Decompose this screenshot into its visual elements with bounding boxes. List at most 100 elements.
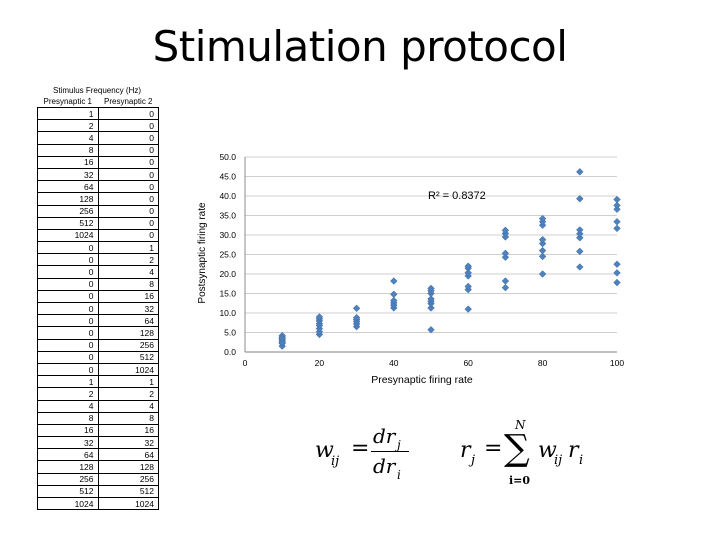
x-tick-label: 20	[315, 358, 325, 368]
table-row: 0 32	[37, 301, 159, 316]
data-point	[613, 201, 621, 210]
data-point	[464, 262, 472, 270]
y-tick-label: 50.0	[219, 152, 236, 162]
data-point	[613, 260, 621, 269]
data-point	[538, 235, 547, 244]
x-tick-label: 40	[389, 358, 399, 368]
y-tick-labels: 0.0 5.0 10.0 15.0 20.0 25.0 30.0 35.0 40.0 45.0 50…	[219, 152, 236, 357]
chart-axes	[244, 157, 617, 353]
data-point	[501, 277, 510, 285]
y-tick-label: 10.0	[219, 308, 236, 318]
stimulus-frequency-table: Presynaptic 1 Presynaptic 2 1 0 2 0 4 0 8 0 16 0 3…	[37, 96, 159, 511]
table-row: 0 128	[37, 326, 159, 340]
data-point	[576, 247, 584, 256]
data-point	[390, 290, 398, 299]
data-point	[315, 313, 324, 321]
data-point	[613, 224, 621, 233]
formula-r: r	[460, 438, 471, 463]
data-point	[538, 239, 547, 248]
table-row: 16 16	[37, 423, 159, 438]
data-point	[538, 252, 547, 261]
r-squared-annotation: R² = 0.8372	[428, 190, 486, 202]
cell-presynaptic-2: 512	[97, 350, 159, 364]
sum-lower-limit: i=0	[509, 474, 531, 487]
data-point	[427, 295, 435, 303]
formula-r-sub: j	[471, 453, 476, 468]
x-tick-label: 100	[610, 358, 624, 368]
data-point	[501, 226, 510, 235]
x-tick-labels: 0 20 40 60 80 100	[243, 358, 625, 368]
formula-den: dr	[373, 454, 396, 478]
data-point	[576, 230, 584, 238]
data-point	[576, 263, 584, 271]
stim-table-body: 1 0 2 0 4 0 8 0 16 0 32 0 64 0 128 0 256 0 512 0 1024 0 0 1 0 2 0 4…	[37, 106, 159, 511]
table-row: 1024 0	[37, 228, 159, 243]
x-tick-label: 0	[243, 358, 248, 368]
y-tick-label: 40.0	[219, 191, 236, 201]
formula-term-w-sub: ij	[554, 453, 563, 468]
data-point	[278, 338, 286, 347]
y-tick-label: 20.0	[219, 269, 236, 279]
y-tick-label: 15.0	[219, 289, 236, 299]
data-point	[464, 305, 472, 313]
cell-presynaptic-2: 1024	[97, 496, 159, 511]
formula-num-sub: j	[397, 438, 401, 452]
data-point	[427, 284, 435, 293]
data-point	[576, 168, 584, 176]
table-row: 0 512	[37, 350, 159, 364]
data-point	[613, 278, 621, 287]
column-header-presynaptic-2: Presynaptic 2	[104, 97, 153, 106]
formula-equals: =	[351, 436, 370, 461]
fraction-bar	[371, 451, 409, 452]
sum-upper-limit: N	[515, 418, 526, 432]
data-points	[278, 168, 621, 350]
x-tick-label: 80	[538, 358, 548, 368]
data-point	[352, 304, 361, 313]
data-point	[613, 195, 621, 204]
formula-den-sub: i	[397, 468, 401, 482]
data-point	[613, 217, 621, 226]
formula-term-r-sub: i	[579, 453, 584, 468]
y-tick-label: 30.0	[219, 230, 236, 240]
sum-symbol: ∑	[504, 428, 530, 469]
data-point	[390, 277, 398, 285]
table-row: 0 64	[37, 314, 159, 328]
table-row: 1024 1024	[37, 496, 159, 511]
y-axis-label: Postsynaptic firing rate	[197, 202, 208, 304]
data-point	[464, 269, 472, 277]
formula-term-r: r	[568, 438, 579, 463]
data-point	[501, 253, 510, 261]
formula-w-sub: ij	[331, 454, 340, 469]
formula-w: w	[315, 438, 334, 463]
table-row: 128 0	[37, 192, 159, 206]
data-point	[613, 269, 621, 277]
data-point	[390, 296, 398, 305]
stim-table-caption: Stimulus Frequency (Hz)	[52, 86, 142, 95]
y-tick-label: 5.0	[224, 328, 236, 338]
data-point	[576, 194, 584, 203]
data-point	[501, 283, 510, 292]
table-row: 32 0	[37, 167, 159, 182]
cell-presynaptic-2: 0	[97, 204, 159, 218]
x-tick-label: 60	[463, 358, 473, 368]
y-tick-label: 0.0	[224, 347, 236, 357]
y-tick-label: 45.0	[219, 172, 236, 182]
data-point	[427, 326, 435, 334]
y-tick-label: 25.0	[219, 250, 236, 260]
data-point	[613, 205, 621, 214]
data-point	[501, 249, 510, 258]
data-point	[538, 214, 547, 223]
data-point	[538, 246, 547, 255]
formula-equals-2: =	[484, 436, 503, 461]
slide-title: Stimulation protocol	[152, 22, 568, 71]
y-tick-label: 35.0	[219, 211, 236, 221]
data-point	[538, 270, 547, 278]
formula-term-w: w	[538, 438, 557, 463]
data-point	[464, 282, 472, 291]
data-point	[278, 334, 286, 343]
